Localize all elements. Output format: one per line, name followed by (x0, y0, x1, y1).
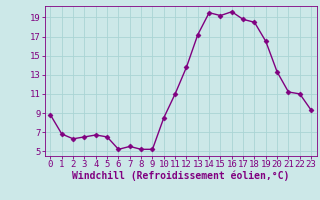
X-axis label: Windchill (Refroidissement éolien,°C): Windchill (Refroidissement éolien,°C) (72, 171, 290, 181)
